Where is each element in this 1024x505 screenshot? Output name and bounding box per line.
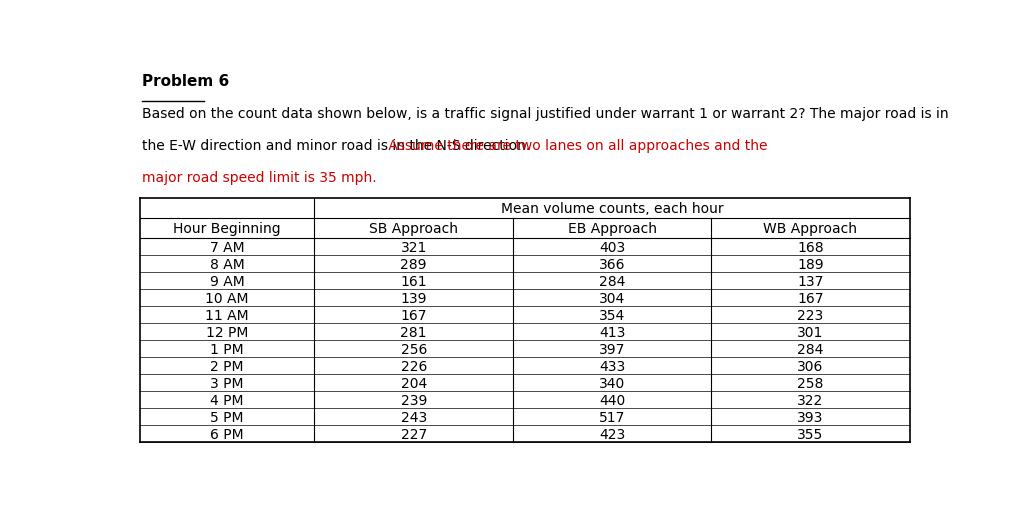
Text: 340: 340 — [599, 376, 626, 390]
Text: 227: 227 — [400, 427, 427, 441]
Text: 139: 139 — [400, 291, 427, 305]
Text: 10 AM: 10 AM — [206, 291, 249, 305]
Text: 7 AM: 7 AM — [210, 240, 245, 255]
Text: 440: 440 — [599, 393, 626, 407]
Text: 4 PM: 4 PM — [211, 393, 244, 407]
Text: 223: 223 — [798, 308, 823, 322]
Text: 413: 413 — [599, 325, 626, 339]
Text: 322: 322 — [798, 393, 823, 407]
Text: 9 AM: 9 AM — [210, 274, 245, 288]
Text: 11 AM: 11 AM — [206, 308, 249, 322]
Text: 403: 403 — [599, 240, 626, 255]
Text: 258: 258 — [798, 376, 823, 390]
Text: 284: 284 — [599, 274, 626, 288]
Text: 304: 304 — [599, 291, 626, 305]
Text: 517: 517 — [599, 410, 626, 424]
Text: 3 PM: 3 PM — [211, 376, 244, 390]
Text: 239: 239 — [400, 393, 427, 407]
Text: 284: 284 — [798, 342, 823, 356]
Text: the E-W direction and minor road is in the N-S direction.: the E-W direction and minor road is in t… — [142, 139, 530, 153]
Text: Assume there are two lanes on all approaches and the: Assume there are two lanes on all approa… — [384, 139, 768, 153]
Text: 256: 256 — [400, 342, 427, 356]
Text: 354: 354 — [599, 308, 626, 322]
Text: 167: 167 — [798, 291, 823, 305]
Text: 226: 226 — [400, 359, 427, 373]
Text: 137: 137 — [798, 274, 823, 288]
Text: 301: 301 — [798, 325, 823, 339]
Text: Mean volume counts, each hour: Mean volume counts, each hour — [501, 201, 723, 215]
Text: 281: 281 — [400, 325, 427, 339]
Text: 204: 204 — [400, 376, 427, 390]
Text: 189: 189 — [797, 258, 824, 271]
Text: 5 PM: 5 PM — [211, 410, 244, 424]
Text: Based on the count data shown below, is a traffic signal justified under warrant: Based on the count data shown below, is … — [142, 107, 949, 121]
Text: 321: 321 — [400, 240, 427, 255]
Text: 6 PM: 6 PM — [210, 427, 244, 441]
Text: 243: 243 — [400, 410, 427, 424]
Text: major road speed limit is 35 mph.: major road speed limit is 35 mph. — [142, 171, 377, 185]
Text: 161: 161 — [400, 274, 427, 288]
Text: Problem 6: Problem 6 — [142, 74, 229, 89]
Text: SB Approach: SB Approach — [370, 222, 458, 236]
Text: EB Approach: EB Approach — [567, 222, 656, 236]
Text: 168: 168 — [797, 240, 824, 255]
Text: 8 AM: 8 AM — [210, 258, 245, 271]
Text: 306: 306 — [798, 359, 823, 373]
Text: Hour Beginning: Hour Beginning — [173, 222, 281, 236]
Text: 397: 397 — [599, 342, 626, 356]
Text: 355: 355 — [798, 427, 823, 441]
Text: 423: 423 — [599, 427, 626, 441]
Text: WB Approach: WB Approach — [764, 222, 857, 236]
Text: 366: 366 — [599, 258, 626, 271]
Text: 12 PM: 12 PM — [206, 325, 249, 339]
Text: 2 PM: 2 PM — [211, 359, 244, 373]
Text: 433: 433 — [599, 359, 626, 373]
Text: 1 PM: 1 PM — [210, 342, 244, 356]
Text: 167: 167 — [400, 308, 427, 322]
Text: 393: 393 — [798, 410, 823, 424]
Text: 289: 289 — [400, 258, 427, 271]
